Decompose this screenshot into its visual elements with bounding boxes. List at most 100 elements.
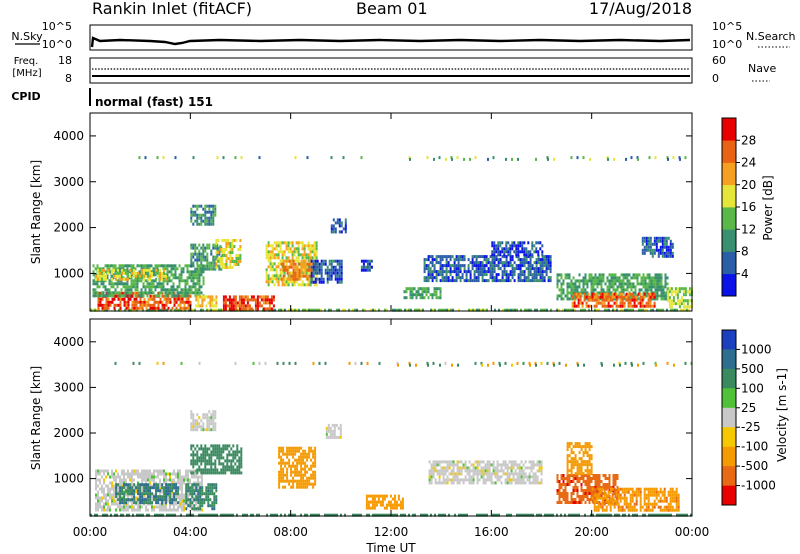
power-cell (157, 268, 159, 272)
power-cell (671, 254, 674, 258)
velocity-cell (137, 472, 139, 476)
velocity-cell (173, 486, 176, 490)
power-cell (495, 279, 498, 283)
power-cell (592, 276, 595, 280)
power-cell (549, 255, 552, 259)
power-cell (168, 291, 171, 295)
velocity-cell (123, 508, 125, 512)
velocity-cell (191, 499, 193, 503)
power-cell (138, 156, 141, 160)
power-cell (483, 255, 486, 259)
power-cell (303, 256, 306, 260)
power-cell (525, 276, 528, 280)
velocity-cell (211, 501, 214, 505)
power-cell (271, 268, 274, 272)
velocity-cell (193, 507, 196, 511)
power-cell (311, 244, 314, 248)
power-cell (471, 267, 474, 271)
velocity-cell (153, 498, 156, 502)
velocity-cell (190, 416, 193, 420)
power-cell (654, 282, 657, 286)
velocity-cell (308, 479, 311, 483)
power-cell (144, 291, 147, 295)
velocity-cell (177, 472, 179, 476)
power-cell (200, 291, 203, 295)
power-cell (364, 265, 367, 269)
power-cell (114, 267, 117, 271)
power-cell (231, 248, 234, 251)
velocity-cell (198, 422, 201, 426)
power-cell (289, 280, 292, 284)
power-cell (662, 285, 665, 289)
velocity-cell (324, 513, 326, 517)
power-cell (453, 261, 456, 265)
velocity-cell (240, 462, 243, 466)
velocity-cell (308, 452, 311, 456)
velocity-cell (436, 460, 439, 464)
power-cell (312, 265, 315, 269)
power-cell (576, 279, 579, 283)
velocity-cell (428, 472, 431, 476)
power-cell (593, 292, 596, 296)
power-cell (113, 306, 116, 310)
power-cell (141, 300, 144, 304)
power-cell (334, 277, 337, 281)
power-cell (310, 308, 312, 312)
power-cell (304, 265, 307, 269)
power-cell (433, 258, 436, 262)
velocity-cell (139, 495, 142, 499)
velocity-cell (107, 505, 109, 509)
power-cell (121, 277, 123, 281)
power-cell (135, 297, 138, 301)
velocity-cell (436, 469, 439, 473)
power-cell (294, 274, 297, 278)
power-cell (582, 308, 584, 312)
power-cell (291, 250, 294, 254)
power-cell (629, 298, 632, 302)
velocity-cell (381, 494, 384, 498)
power-cell (271, 250, 274, 254)
power-cell (287, 280, 290, 284)
power-cell (531, 279, 534, 283)
velocity-cell (167, 492, 170, 496)
velocity-cell (200, 471, 203, 475)
power-cell (445, 264, 448, 268)
velocity-cell (199, 475, 201, 479)
power-cell (606, 288, 609, 292)
power-cell (140, 279, 143, 283)
power-cell (501, 264, 504, 268)
power-cell (336, 262, 339, 266)
velocity-cell (306, 464, 309, 468)
power-cell (146, 291, 149, 295)
power-cell (362, 262, 365, 266)
power-cell (513, 244, 516, 248)
power-cell (267, 277, 270, 281)
power-cell (113, 297, 116, 301)
power-cell (126, 288, 129, 292)
velocity-cell (296, 461, 299, 465)
power-cell (340, 262, 343, 266)
power-cell (645, 239, 648, 243)
velocity-cell (395, 506, 398, 510)
power-cell (98, 308, 100, 312)
power-cell (378, 308, 380, 312)
power-cell (579, 295, 582, 299)
power-cell (307, 247, 310, 251)
velocity-cell (468, 481, 471, 485)
power-cell (427, 255, 430, 259)
power-cell (296, 268, 299, 272)
power-cell (202, 282, 205, 286)
power-cell (117, 271, 119, 275)
nsearch-tick-top: 10^5 (712, 20, 742, 33)
power-cell (524, 308, 526, 312)
velocity-cell (133, 489, 136, 493)
power-cell (566, 282, 569, 286)
velocity-cell (185, 469, 187, 473)
power-cell (439, 287, 442, 291)
power-cell (458, 308, 460, 312)
power-cell (292, 277, 295, 281)
power-cell (615, 301, 618, 305)
power-cell (196, 204, 199, 208)
velocity-cell (300, 458, 303, 462)
power-cell (447, 264, 450, 268)
